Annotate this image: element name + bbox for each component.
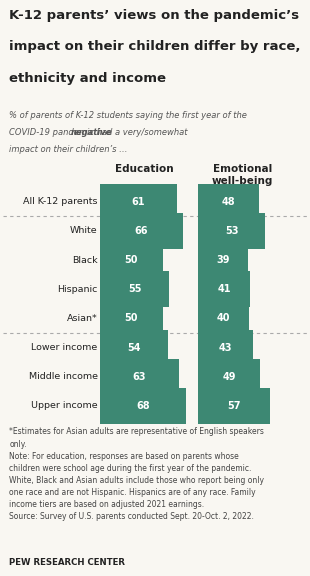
Text: 43: 43 (219, 343, 232, 353)
Text: 50: 50 (125, 255, 138, 265)
Text: negative: negative (71, 128, 113, 137)
Bar (198, 184, 259, 219)
Bar (100, 184, 177, 219)
Text: Emotional
well-being: Emotional well-being (212, 164, 273, 186)
Text: COVID-19 pandemic had a very/somewhat: COVID-19 pandemic had a very/somewhat (9, 128, 190, 137)
Text: Middle income: Middle income (29, 372, 98, 381)
Text: 48: 48 (222, 197, 236, 207)
Bar (198, 329, 253, 365)
Text: 68: 68 (136, 401, 149, 411)
Text: Black: Black (72, 256, 98, 264)
Text: 54: 54 (127, 343, 141, 353)
Text: Upper income: Upper income (31, 401, 98, 410)
Text: K-12 parents’ views on the pandemic’s: K-12 parents’ views on the pandemic’s (9, 9, 299, 22)
Text: 49: 49 (223, 372, 236, 382)
Text: PEW RESEARCH CENTER: PEW RESEARCH CENTER (9, 558, 125, 567)
Bar (198, 388, 270, 424)
Bar (198, 271, 250, 307)
Bar (100, 213, 183, 249)
Text: 63: 63 (133, 372, 146, 382)
Text: 61: 61 (131, 197, 145, 207)
Text: Hispanic: Hispanic (57, 285, 98, 294)
Text: 66: 66 (135, 226, 148, 236)
Text: 53: 53 (225, 226, 239, 236)
Bar (100, 271, 169, 307)
Text: Lower income: Lower income (31, 343, 98, 352)
Bar (100, 388, 186, 424)
Bar (198, 359, 260, 395)
Text: 57: 57 (228, 401, 241, 411)
Text: Education: Education (115, 164, 173, 174)
Bar (198, 242, 248, 278)
Bar (100, 301, 163, 336)
Text: 50: 50 (125, 313, 138, 323)
Text: All K-12 parents: All K-12 parents (23, 197, 98, 206)
Text: White: White (70, 226, 98, 236)
Text: impact on their children differ by race,: impact on their children differ by race, (9, 40, 301, 54)
Text: ethnicity and income: ethnicity and income (9, 72, 166, 85)
Text: 41: 41 (218, 285, 231, 294)
Text: % of parents of K-12 students saying the first year of the: % of parents of K-12 students saying the… (9, 111, 247, 120)
Text: Asian*: Asian* (67, 314, 98, 323)
Text: 39: 39 (216, 255, 230, 265)
Bar (198, 213, 265, 249)
Bar (100, 359, 179, 395)
Text: impact on their children’s …: impact on their children’s … (9, 145, 128, 154)
Text: 55: 55 (128, 285, 141, 294)
Text: 40: 40 (217, 313, 230, 323)
Bar (198, 301, 249, 336)
Bar (100, 329, 168, 365)
Text: *Estimates for Asian adults are representative of English speakers
only.
Note: F: *Estimates for Asian adults are represen… (9, 427, 264, 521)
Bar (100, 242, 163, 278)
